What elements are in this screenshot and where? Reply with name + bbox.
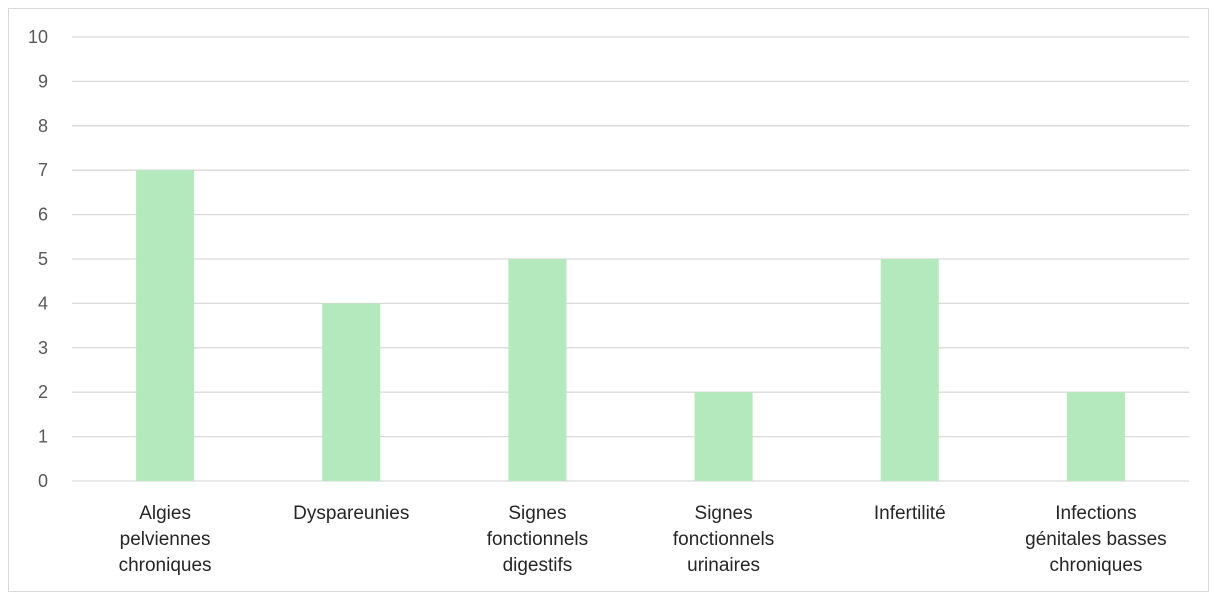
- y-tick-label: 3: [38, 338, 48, 358]
- category-label: Signes: [695, 503, 753, 524]
- y-axis-tick-labels: 0 1 2 3 4 5 6 7 8 9 10: [28, 27, 48, 491]
- bar-4: [880, 259, 939, 481]
- y-tick-label: 5: [38, 249, 48, 269]
- y-tick-label: 10: [28, 27, 48, 47]
- category-label: chroniques: [119, 555, 212, 576]
- bar-5: [1066, 392, 1125, 481]
- category-label: chroniques: [1049, 555, 1142, 576]
- bar-3: [694, 392, 753, 481]
- y-tick-label: 8: [38, 116, 48, 136]
- y-tick-label: 0: [38, 471, 48, 491]
- bar-2: [508, 259, 567, 481]
- category-label: Infertilité: [874, 503, 946, 524]
- category-label: Dyspareunies: [293, 503, 409, 524]
- category-label: Infections: [1055, 503, 1136, 524]
- chart-frame: [8, 8, 1209, 592]
- gridlines: [72, 36, 1189, 482]
- category-label: génitales basses: [1025, 529, 1167, 550]
- bars: [136, 170, 1125, 481]
- y-tick-label: 9: [38, 71, 48, 91]
- category-label: fonctionnels: [673, 529, 774, 550]
- y-tick-label: 6: [38, 205, 48, 225]
- category-label: pelviennes: [120, 529, 211, 550]
- category-label: Algies: [139, 503, 191, 524]
- y-tick-label: 2: [38, 382, 48, 402]
- y-tick-label: 7: [38, 160, 48, 180]
- x-axis-category-labels: Algies pelviennes chroniques Dyspareunies Si…: [119, 503, 1167, 576]
- y-tick-label: 4: [38, 293, 48, 313]
- y-tick-label: 1: [38, 427, 48, 447]
- category-label: digestifs: [503, 555, 573, 576]
- category-label: urinaires: [687, 555, 760, 576]
- bar-1: [322, 303, 381, 481]
- bar-0: [136, 170, 195, 481]
- category-label: Signes: [508, 503, 566, 524]
- category-label: fonctionnels: [487, 529, 588, 550]
